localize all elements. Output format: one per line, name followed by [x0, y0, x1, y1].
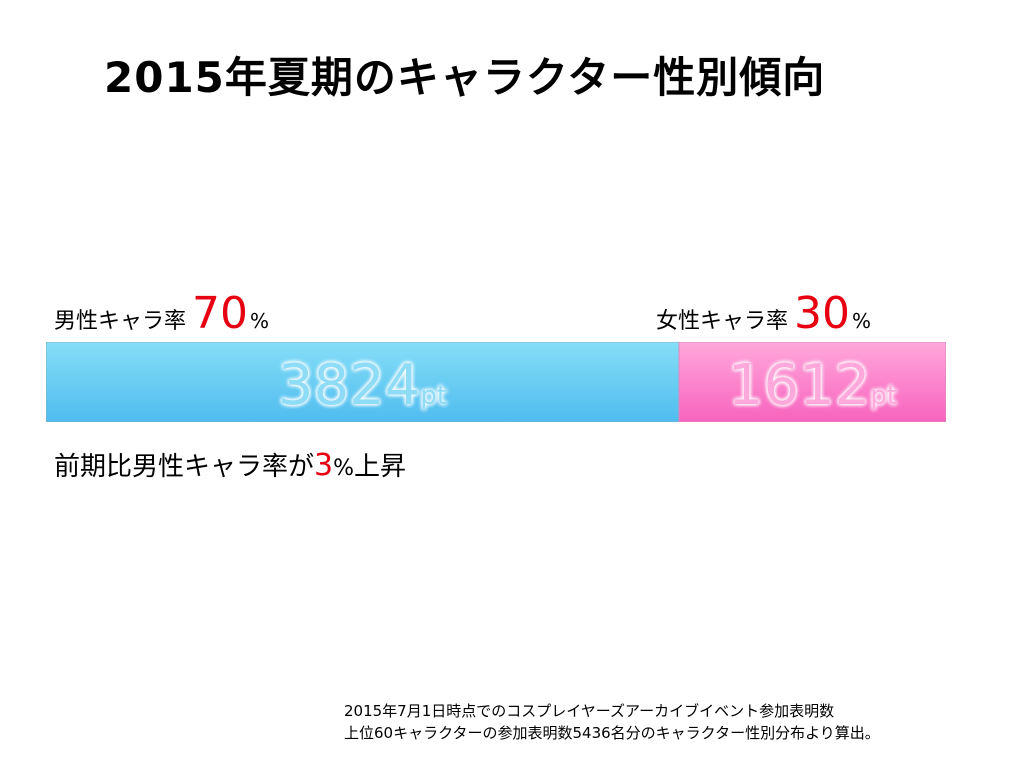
bar-segment-female [678, 342, 946, 422]
chart-title: 2015年夏期のキャラクター性別傾向 [104, 53, 826, 102]
change-note-suffix: 上昇 [354, 452, 407, 482]
stacked-bar-svg: 3824pt 1612pt [46, 342, 946, 422]
change-note-percent-sign: % [333, 456, 355, 481]
female-rate-percent-sign: % [852, 309, 872, 333]
female-rate-text: 女性キャラ率 [656, 309, 789, 334]
source-footnote: 2015年7月1日時点でのコスプレイヤーズアーカイブイベント参加表明数 上位60… [344, 700, 880, 744]
female-points-value: 1612 [728, 353, 871, 418]
footnote-line-1: 2015年7月1日時点でのコスプレイヤーズアーカイブイベント参加表明数 [344, 702, 835, 720]
male-rate-value: 70 [192, 288, 249, 339]
female-points-unit: pt [870, 381, 897, 411]
male-points-unit: pt [420, 381, 447, 411]
male-points-value: 3824 [278, 353, 421, 418]
female-rate-label: 女性キャラ率 30% [656, 288, 871, 339]
stacked-bar-chart: 3824pt 1612pt [46, 342, 946, 422]
change-note-prefix: 前期比男性キャラ率が [54, 452, 315, 482]
change-note-value: 3 [314, 448, 334, 483]
change-note: 前期比男性キャラ率が3%上昇 [54, 446, 406, 483]
footnote-line-2: 上位60キャラクターの参加表明数5436名分のキャラクター性別分布より算出。 [344, 724, 880, 742]
male-rate-label: 男性キャラ率 70% [54, 288, 269, 339]
male-rate-text: 男性キャラ率 [54, 309, 187, 334]
male-points-label: 3824pt [278, 353, 447, 418]
male-rate-percent-sign: % [250, 309, 270, 333]
female-points-label: 1612pt [728, 353, 897, 418]
female-rate-value: 30 [794, 288, 851, 339]
